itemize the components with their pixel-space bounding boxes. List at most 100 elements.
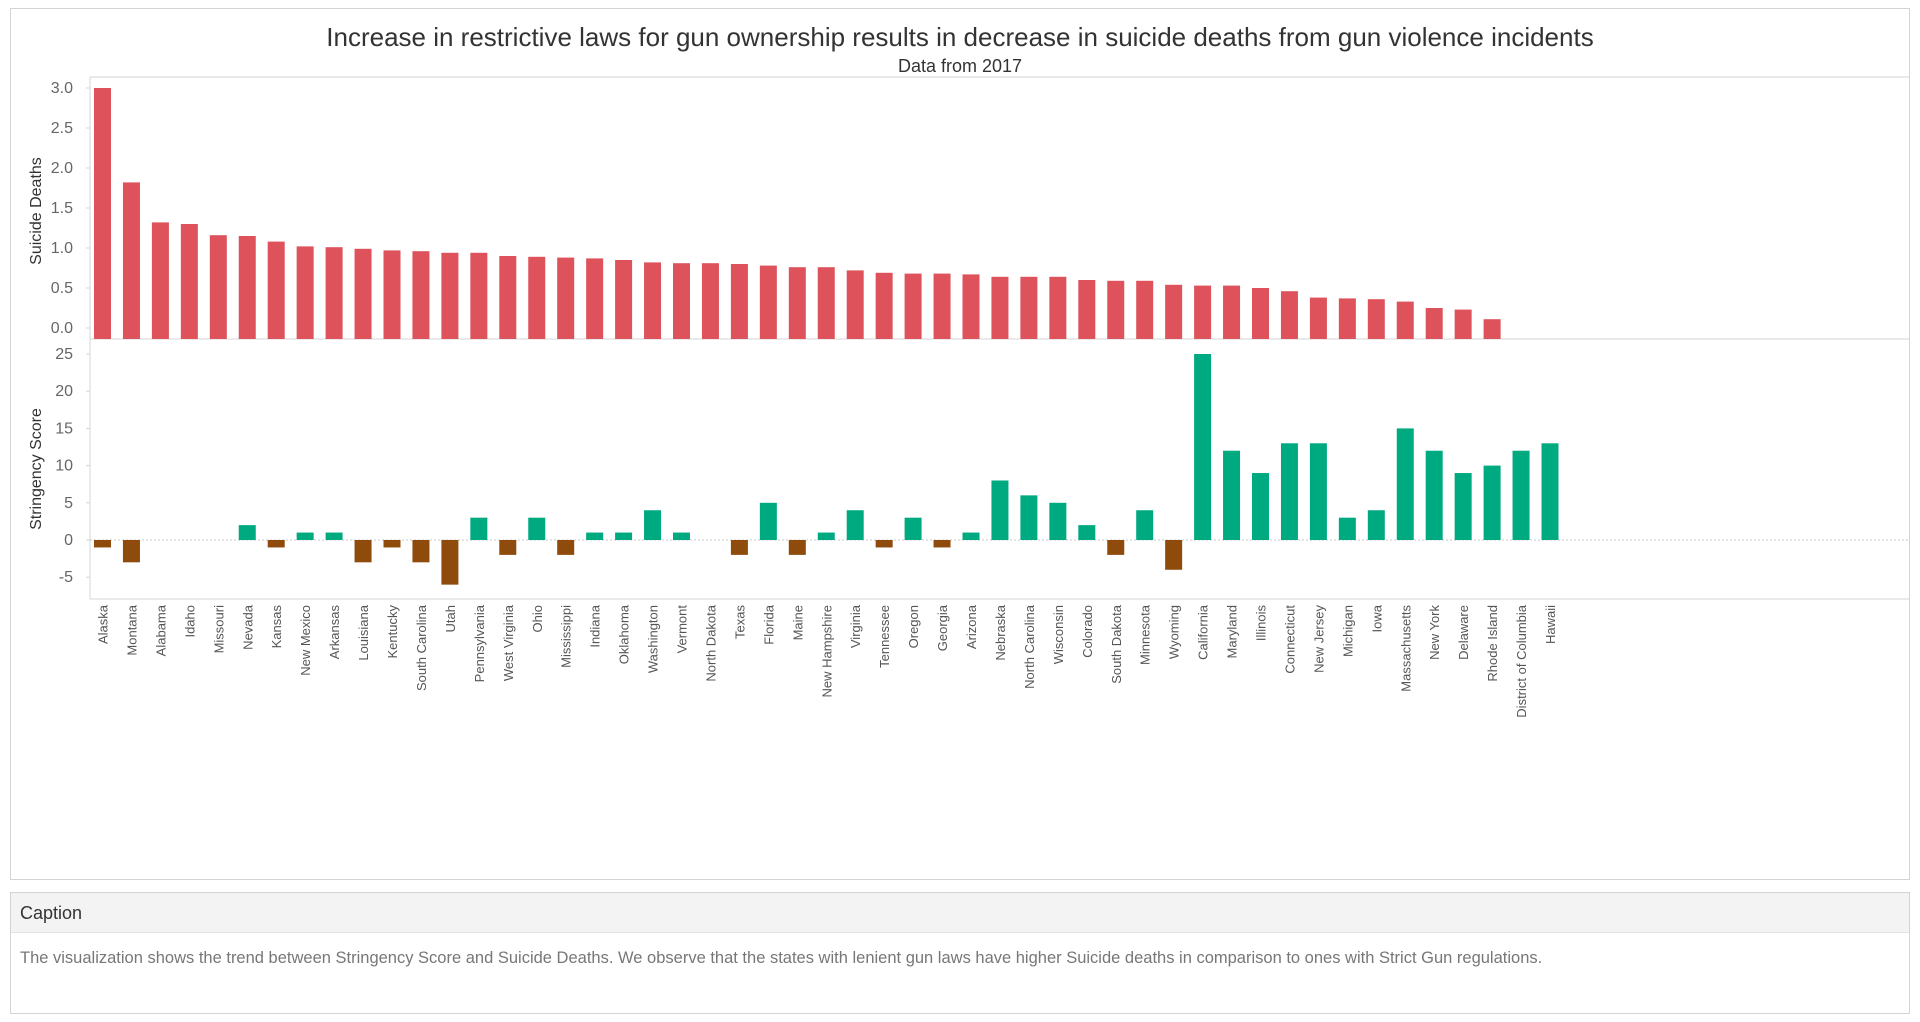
bar-suicide-deaths — [1078, 280, 1096, 339]
chart-marks: 3.0 2.5 2.0 1.5 1.0 0.5 0.0 Suicide Deaths 25 20 1… — [28, 76, 1909, 718]
x-tick-label: California — [1196, 604, 1211, 660]
y-axis-label-stringency: Stringency Score — [28, 408, 45, 530]
y-tick-label-stringency: 20 — [55, 383, 73, 400]
chart-subtitle: Data from 2017 — [898, 56, 1022, 76]
bar-suicide-deaths — [499, 256, 517, 339]
bar-stringency-score — [1049, 502, 1067, 540]
caption-heading: Caption — [11, 893, 1909, 933]
y-tick-label-stringency: 10 — [55, 458, 73, 475]
bar-suicide-deaths — [991, 276, 1009, 339]
bar-stringency-score — [1223, 450, 1241, 540]
bar-suicide-deaths — [528, 256, 546, 339]
bar-stringency-score — [557, 540, 575, 555]
bar-suicide-deaths — [441, 252, 459, 339]
bar-stringency-score — [759, 502, 777, 540]
bar-stringency-score — [817, 532, 835, 540]
bar-stringency-score — [238, 525, 256, 540]
x-tick-label: West Virginia — [501, 604, 516, 681]
bar-stringency-score — [1338, 517, 1356, 540]
x-tick-label: Tennessee — [877, 605, 892, 668]
bar-suicide-deaths — [209, 235, 227, 339]
chart-svg: Increase in restrictive laws for gun own… — [28, 22, 1909, 718]
bar-suicide-deaths — [151, 222, 169, 339]
x-tick-label: Wyoming — [1167, 605, 1182, 659]
x-tick-label: Pennsylvania — [472, 604, 487, 682]
bar-stringency-score — [1512, 450, 1530, 540]
x-tick-label: Maine — [790, 605, 805, 640]
bar-stringency-score — [1454, 473, 1472, 540]
bar-suicide-deaths — [557, 257, 575, 339]
bar-stringency-score — [1541, 443, 1559, 540]
bar-suicide-deaths — [644, 262, 662, 339]
bar-suicide-deaths — [122, 182, 140, 339]
bar-suicide-deaths — [1483, 319, 1501, 339]
x-tick-label: North Carolina — [1022, 604, 1037, 689]
x-tick-label: Indiana — [588, 604, 603, 647]
chart-title: Increase in restrictive laws for gun own… — [326, 22, 1593, 52]
y-tick-label-suicide: 3.0 — [51, 80, 73, 97]
bar-suicide-deaths — [615, 260, 633, 339]
bar-suicide-deaths — [296, 246, 314, 339]
bar-stringency-score — [499, 540, 517, 555]
bar-suicide-deaths — [1223, 285, 1241, 339]
bar-suicide-deaths — [1136, 280, 1154, 339]
bar-suicide-deaths — [701, 263, 719, 339]
x-tick-label: New York — [1427, 605, 1442, 660]
x-tick-label: Mississippi — [559, 605, 574, 668]
y-tick-label-suicide: 1.0 — [51, 240, 73, 257]
y-tick-label-stringency: 5 — [64, 495, 73, 512]
bar-stringency-score — [470, 517, 488, 540]
x-tick-label: Arizona — [964, 604, 979, 649]
bar-stringency-score — [1483, 465, 1501, 540]
bar-suicide-deaths — [354, 248, 372, 339]
bar-suicide-deaths — [1107, 280, 1125, 339]
bar-stringency-score — [1280, 443, 1298, 540]
bar-stringency-score — [730, 540, 748, 555]
bar-suicide-deaths — [325, 247, 343, 339]
bar-suicide-deaths — [1252, 288, 1269, 339]
x-tick-label: South Carolina — [414, 604, 429, 691]
bar-suicide-deaths — [759, 265, 777, 339]
bar-stringency-score — [875, 540, 893, 548]
bar-stringency-score — [962, 532, 980, 540]
x-tick-label: Maryland — [1225, 605, 1240, 658]
bar-suicide-deaths — [586, 258, 604, 339]
x-tick-label: New Mexico — [298, 605, 313, 676]
bar-suicide-deaths — [788, 267, 806, 339]
bar-suicide-deaths — [180, 224, 198, 339]
x-tick-label: New Hampshire — [819, 605, 834, 697]
x-tick-label: Utah — [443, 605, 458, 632]
bar-stringency-score — [1020, 495, 1038, 540]
x-tick-label: Massachusetts — [1398, 605, 1413, 692]
x-tick-label: Oregon — [906, 605, 921, 648]
bar-suicide-deaths — [94, 88, 111, 339]
bar-stringency-score — [94, 540, 111, 548]
y-tick-label-suicide: 0.0 — [51, 320, 73, 337]
bar-stringency-score — [1078, 525, 1096, 540]
bar-stringency-score — [1396, 428, 1414, 540]
bar-stringency-score — [354, 540, 372, 563]
x-tick-label: Washington — [646, 605, 661, 673]
visualization-frame: Increase in restrictive laws for gun own… — [10, 8, 1910, 880]
x-tick-label: South Dakota — [1109, 604, 1124, 684]
x-tick-label: Vermont — [675, 605, 690, 654]
bar-suicide-deaths — [1309, 297, 1327, 339]
bar-suicide-deaths — [730, 264, 748, 339]
y-tick-label-stringency: 25 — [55, 346, 73, 363]
x-tick-label: Iowa — [1369, 604, 1384, 632]
x-tick-label: Alabama — [153, 604, 168, 656]
x-tick-label: Louisiana — [356, 604, 371, 660]
bar-suicide-deaths — [383, 250, 401, 339]
bar-stringency-score — [122, 540, 140, 563]
bar-suicide-deaths — [933, 273, 951, 339]
bar-suicide-deaths — [238, 236, 256, 339]
bar-suicide-deaths — [1396, 301, 1414, 339]
bar-stringency-score — [1136, 510, 1154, 540]
bar-suicide-deaths — [1338, 298, 1356, 339]
bar-suicide-deaths — [875, 272, 893, 339]
x-tick-label: Nevada — [240, 604, 255, 650]
bar-suicide-deaths — [962, 274, 980, 339]
caption-panel: Caption The visualization shows the tren… — [10, 892, 1910, 1014]
x-tick-label: New Jersey — [1311, 605, 1326, 673]
bar-suicide-deaths — [1194, 285, 1212, 339]
